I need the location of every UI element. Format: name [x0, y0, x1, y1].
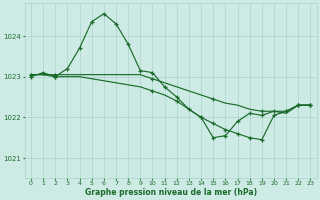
X-axis label: Graphe pression niveau de la mer (hPa): Graphe pression niveau de la mer (hPa) — [84, 188, 257, 197]
